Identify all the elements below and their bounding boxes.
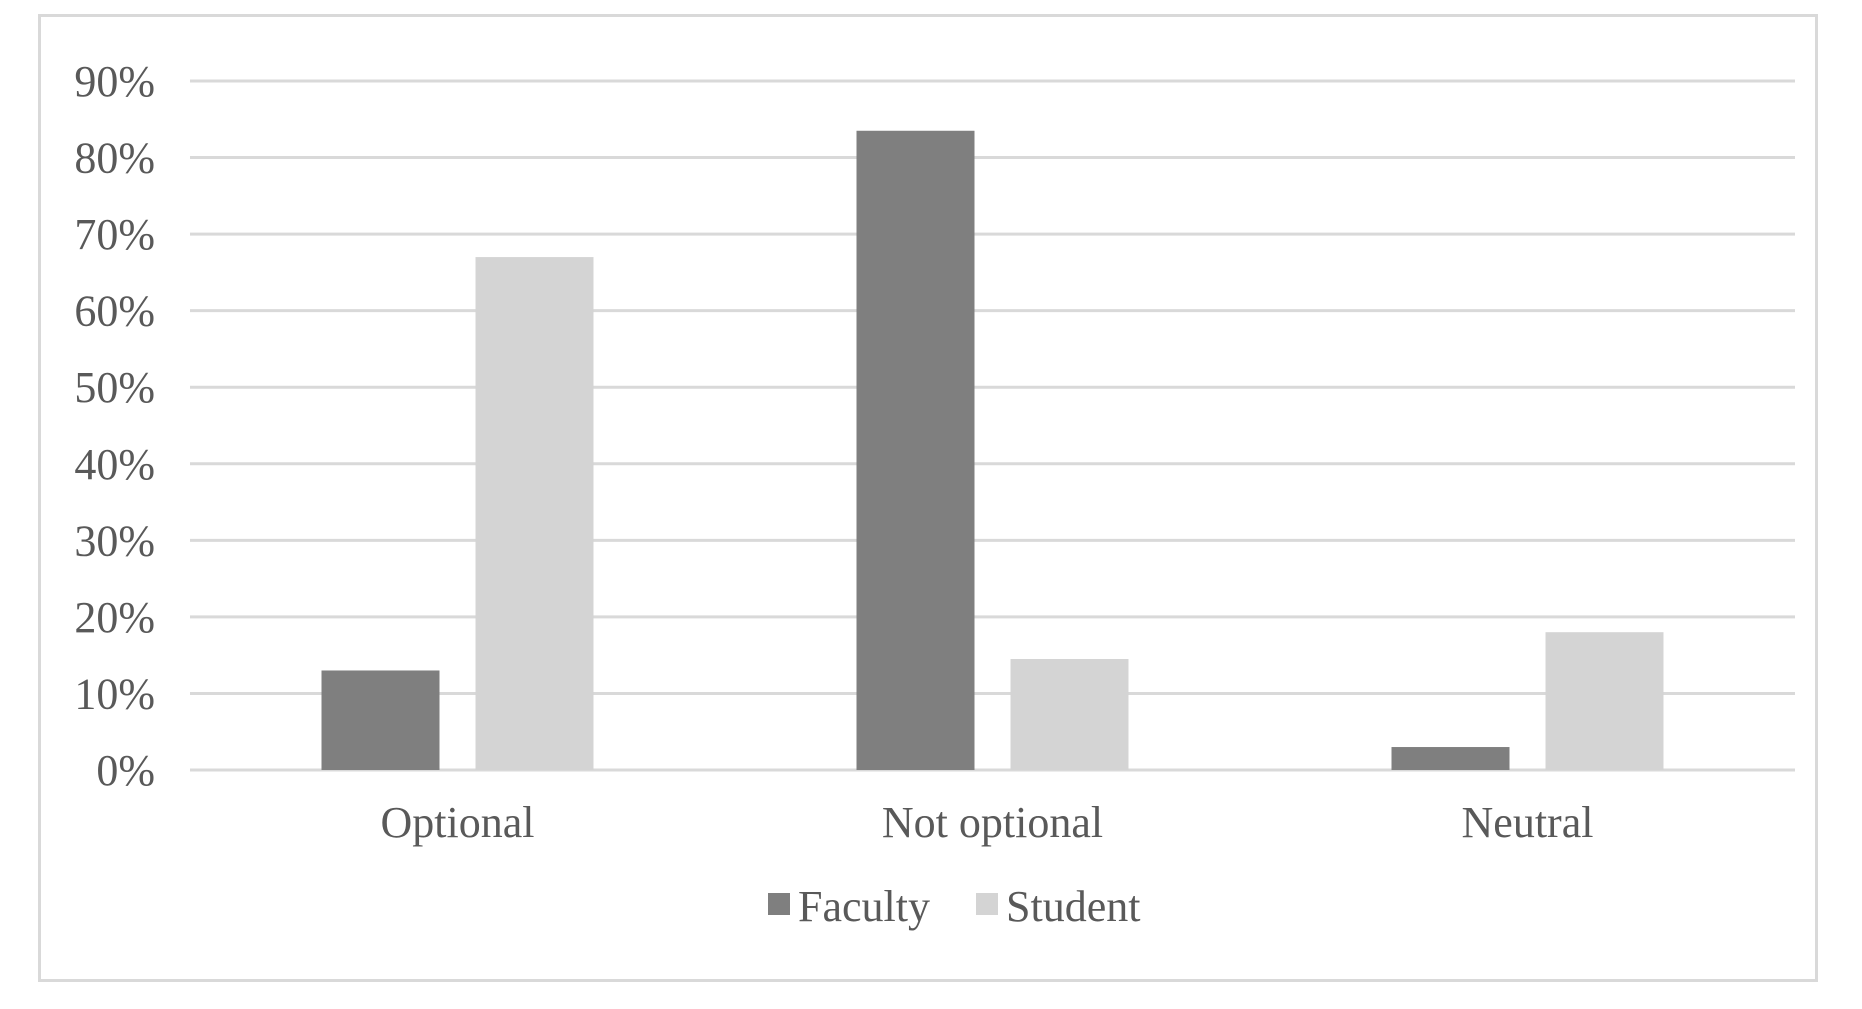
x-category-label: Optional (381, 798, 535, 847)
legend-label-student: Student (1006, 882, 1140, 931)
bar-faculty-neutral (1391, 747, 1510, 770)
bar-student-neutral (1545, 632, 1664, 770)
y-axis-tick-labels: 0% 10% 20% 30% 40% 50% 60% 70% 80% 90% (74, 57, 155, 795)
y-tick-label: 10% (74, 669, 155, 718)
y-tick-label: 60% (74, 287, 155, 336)
y-tick-label: 0% (96, 746, 155, 795)
x-axis-category-labels: Optional Not optional Neutral (381, 798, 1594, 847)
gridlines (190, 79, 1795, 772)
legend-swatch-faculty (768, 893, 790, 915)
y-tick-label: 30% (74, 516, 155, 565)
bar-faculty-not-optional (856, 130, 975, 770)
x-category-label: Not optional (882, 798, 1103, 847)
y-tick-label: 20% (74, 593, 155, 642)
bar-student-not-optional (1010, 658, 1129, 770)
bar-faculty-optional (321, 670, 440, 770)
y-tick-label: 40% (74, 440, 155, 489)
x-category-label: Neutral (1462, 798, 1594, 847)
y-tick-label: 70% (74, 210, 155, 259)
legend: Faculty Student (768, 882, 1140, 931)
y-tick-label: 50% (74, 363, 155, 412)
y-tick-label: 90% (74, 57, 155, 106)
legend-label-faculty: Faculty (798, 882, 930, 931)
y-tick-label: 80% (74, 134, 155, 183)
bars (321, 130, 1664, 771)
legend-swatch-student (976, 893, 998, 915)
bar-student-optional (475, 257, 594, 771)
